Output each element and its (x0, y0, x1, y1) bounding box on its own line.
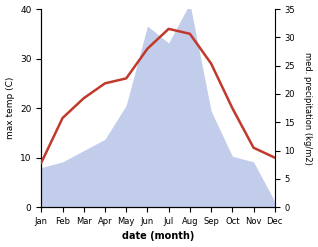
Y-axis label: med. precipitation (kg/m2): med. precipitation (kg/m2) (303, 52, 313, 165)
X-axis label: date (month): date (month) (122, 231, 194, 242)
Y-axis label: max temp (C): max temp (C) (5, 77, 15, 139)
